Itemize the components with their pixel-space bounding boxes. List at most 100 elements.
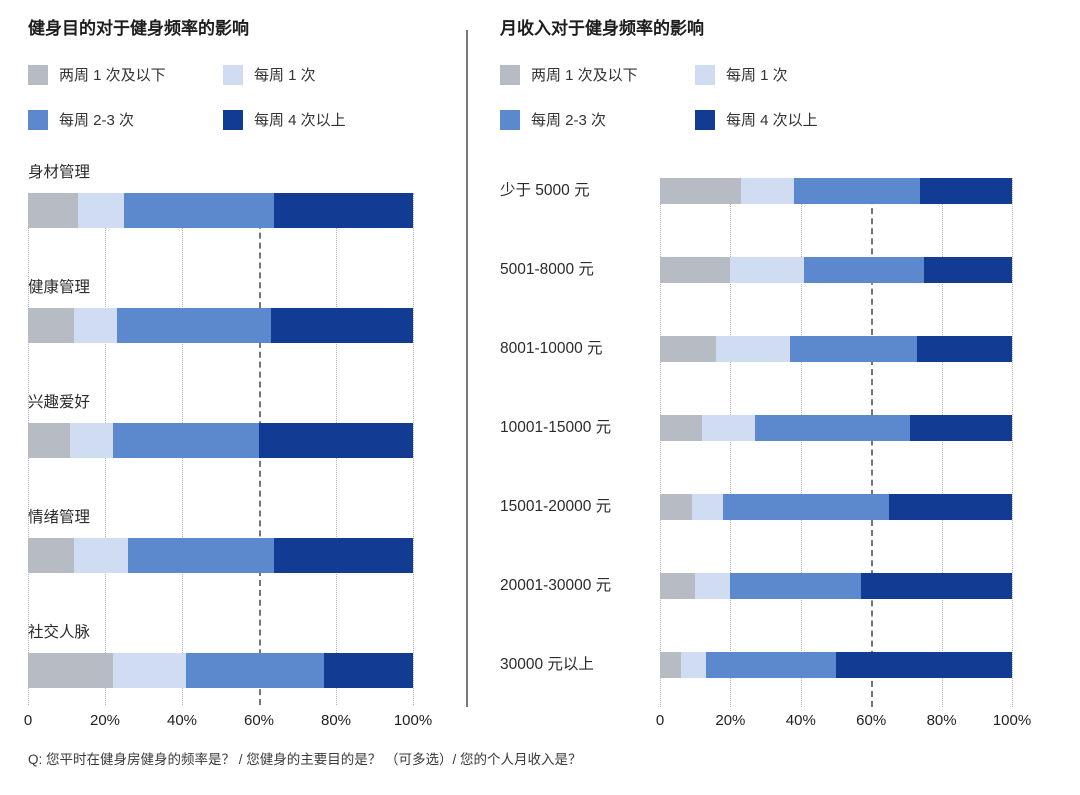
plot-area: 身材管理 健康管理 兴趣爱好 情绪管理 社交人脉 <box>28 164 414 705</box>
survey-question: Q: 您平时在健身房健身的频率是？ / 您健身的主要目的是？ （可多选）/ 您的… <box>28 752 582 767</box>
x-axis: 0 20% 40% 60% 80% 100% <box>656 712 1031 734</box>
gridline-60pct <box>871 178 874 707</box>
bar-row <box>660 415 1012 441</box>
bar-segment <box>28 538 75 573</box>
legend-item: 每周 1 次 <box>695 64 818 85</box>
legend-item: 每周 1 次 <box>223 64 346 85</box>
chart-title: 健身目的对于健身频率的影响 <box>28 19 249 38</box>
x-tick-label: 20% <box>89 712 121 729</box>
bar-segment <box>660 257 731 283</box>
bar-row <box>660 178 1012 204</box>
bar-segment <box>274 193 413 228</box>
bar-segment <box>793 178 921 204</box>
legend-label: 每周 4 次以上 <box>726 112 818 129</box>
legend-item: 两周 1 次及以下 <box>28 64 223 85</box>
legend-item: 每周 2-3 次 <box>500 109 695 130</box>
bar-segment <box>324 653 413 688</box>
gridline-20pct <box>730 178 732 707</box>
panel-divider <box>466 30 468 707</box>
legend-item: 每周 4 次以上 <box>695 109 818 130</box>
legend-label: 每周 2-3 次 <box>531 112 607 129</box>
income-frequency-chart: 月收入对于健身频率的影响 两周 1 次及以下 每周 1 次每周 2-3 次 每周 4… <box>500 14 1031 744</box>
bar-row <box>28 308 413 343</box>
frequency-legend: 两周 1 次及以下 每周 1 次每周 2-3 次 每周 4 次以上 <box>500 64 818 130</box>
category-label: 身材管理 <box>28 164 91 181</box>
bar-segment <box>660 336 717 362</box>
chart-title: 月收入对于健身频率的影响 <box>500 19 704 38</box>
bar-row <box>660 336 1012 362</box>
bar-segment <box>705 652 836 678</box>
bar-segment <box>695 573 731 599</box>
legend-swatch-icon <box>28 109 48 130</box>
bar-segment <box>909 415 1012 441</box>
bar-segment <box>116 308 271 343</box>
bar-segment <box>270 308 413 343</box>
bar-segment <box>790 336 917 362</box>
gridline-100pct <box>1012 178 1013 707</box>
category-label: 健康管理 <box>28 279 91 296</box>
bar-row <box>660 257 1012 283</box>
x-tick-label: 80% <box>926 712 957 729</box>
x-axis: 0 20% 40% 60% 80% 100% <box>24 712 432 734</box>
legend-label: 两周 1 次及以下 <box>59 67 166 84</box>
bar-segment <box>924 257 1012 283</box>
bar-segment <box>28 193 79 228</box>
bar-row <box>28 653 413 688</box>
legend-label: 每周 4 次以上 <box>254 112 346 129</box>
legend-label: 每周 2-3 次 <box>59 112 135 129</box>
bar-segment <box>74 308 117 343</box>
x-tick-label: 0 <box>23 712 33 729</box>
bar-segment <box>74 538 129 573</box>
bar-segment <box>28 308 75 343</box>
bar-row <box>660 652 1012 678</box>
plot-area <box>660 178 1013 707</box>
x-tick-label: 100% <box>393 712 433 729</box>
legend-item: 每周 2-3 次 <box>28 109 223 130</box>
bar-segment <box>660 494 692 520</box>
category-label: 10001-15000 元 <box>500 419 612 436</box>
gridline-40pct <box>800 178 802 707</box>
bar-segment <box>888 494 1012 520</box>
category-label: 30000 元以上 <box>500 656 594 673</box>
bar-segment <box>660 415 703 441</box>
gridline-100pct <box>413 193 414 705</box>
legend-item: 两周 1 次及以下 <box>500 64 695 85</box>
legend-swatch-icon <box>500 64 520 85</box>
gridline-80pct <box>941 178 943 707</box>
bar-segment <box>723 494 889 520</box>
legend-label: 两周 1 次及以下 <box>531 67 638 84</box>
bar-row <box>28 193 413 228</box>
category-label: 8001-10000 元 <box>500 340 603 357</box>
category-label: 15001-20000 元 <box>500 498 612 515</box>
bar-segment <box>28 423 71 458</box>
legend-swatch-icon <box>695 109 715 130</box>
legend-swatch-icon <box>695 64 715 85</box>
bar-segment <box>804 257 924 283</box>
bar-segment <box>920 178 1012 204</box>
x-tick-label: 0 <box>655 712 665 729</box>
bar-segment <box>128 538 275 573</box>
bar-segment <box>28 653 113 688</box>
bar-row <box>28 538 413 573</box>
legend-swatch-icon <box>223 109 243 130</box>
bar-segment <box>274 538 413 573</box>
legend-swatch-icon <box>28 64 48 85</box>
category-label: 20001-30000 元 <box>500 577 612 594</box>
x-tick-label: 40% <box>166 712 198 729</box>
category-label: 社交人脉 <box>28 624 91 641</box>
bar-segment <box>681 652 706 678</box>
bar-segment <box>716 336 791 362</box>
bar-segment <box>740 178 794 204</box>
bar-segment <box>730 573 861 599</box>
x-tick-label: 20% <box>715 712 746 729</box>
bar-segment <box>916 336 1012 362</box>
bar-segment <box>755 415 910 441</box>
bar-segment <box>112 653 186 688</box>
bar-segment <box>185 653 325 688</box>
category-label: 兴趣爱好 <box>28 394 91 411</box>
bar-segment <box>730 257 805 283</box>
bar-segment <box>702 415 756 441</box>
bar-segment <box>124 193 275 228</box>
bar-segment <box>660 573 696 599</box>
